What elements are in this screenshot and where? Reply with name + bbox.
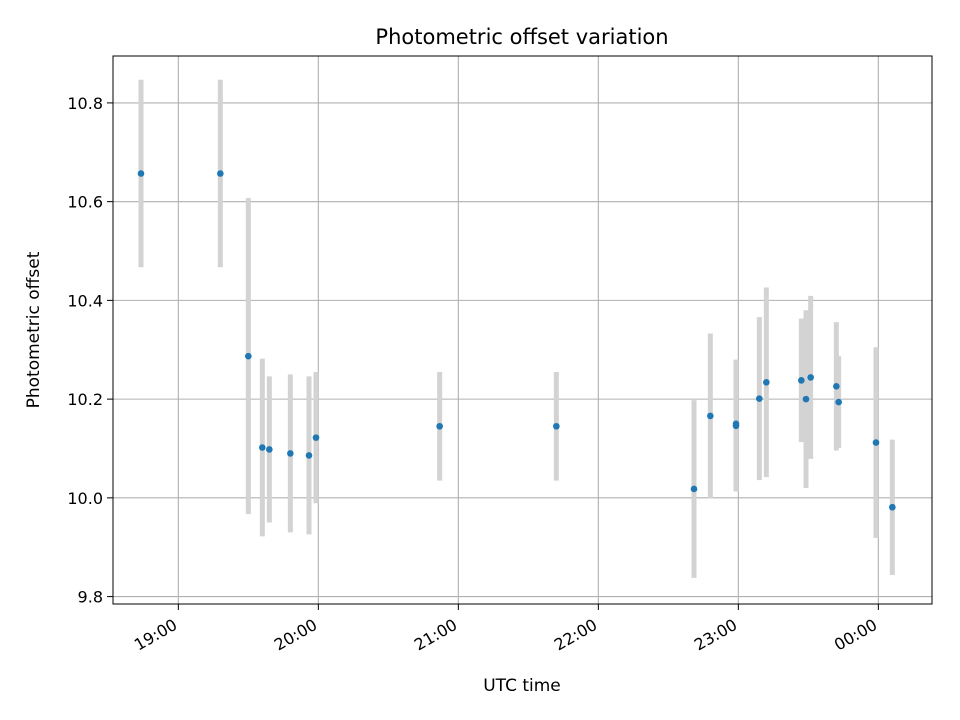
data-point bbox=[707, 412, 714, 420]
y-axis-ticks: 9.8 10.0 10.2 10.4 10.6 10.8 bbox=[67, 94, 113, 607]
data-point bbox=[889, 503, 896, 511]
data-point bbox=[436, 422, 443, 430]
data-point bbox=[756, 395, 763, 402]
x-axis-label: UTC time bbox=[483, 676, 561, 696]
data-point bbox=[245, 352, 252, 360]
data-point bbox=[802, 395, 810, 403]
data-point bbox=[835, 398, 842, 406]
data-point bbox=[807, 374, 814, 381]
data-point bbox=[287, 450, 294, 457]
y-tick-label: 9.8 bbox=[78, 588, 103, 607]
y-axis-label: Photometric offset bbox=[24, 251, 44, 408]
y-tick-label: 10.8 bbox=[67, 94, 103, 113]
data-point bbox=[259, 444, 266, 451]
data-point bbox=[312, 434, 320, 441]
data-point bbox=[553, 422, 560, 430]
data-point bbox=[305, 452, 313, 459]
data-point bbox=[732, 420, 740, 428]
data-point bbox=[763, 379, 770, 386]
y-tick-label: 10.2 bbox=[67, 390, 103, 409]
data-point bbox=[137, 170, 145, 177]
y-tick-label: 10.6 bbox=[67, 193, 103, 212]
y-tick-label: 10.0 bbox=[67, 489, 103, 508]
data-point bbox=[833, 382, 840, 390]
data-point bbox=[872, 439, 880, 446]
data-points bbox=[137, 170, 896, 511]
data-point bbox=[690, 485, 698, 493]
plot-frame bbox=[112, 55, 933, 605]
data-point bbox=[217, 170, 224, 177]
data-point bbox=[798, 377, 805, 384]
chart-title: Photometric offset variation bbox=[375, 25, 668, 49]
data-point bbox=[266, 446, 273, 453]
y-tick-label: 10.4 bbox=[67, 291, 103, 310]
